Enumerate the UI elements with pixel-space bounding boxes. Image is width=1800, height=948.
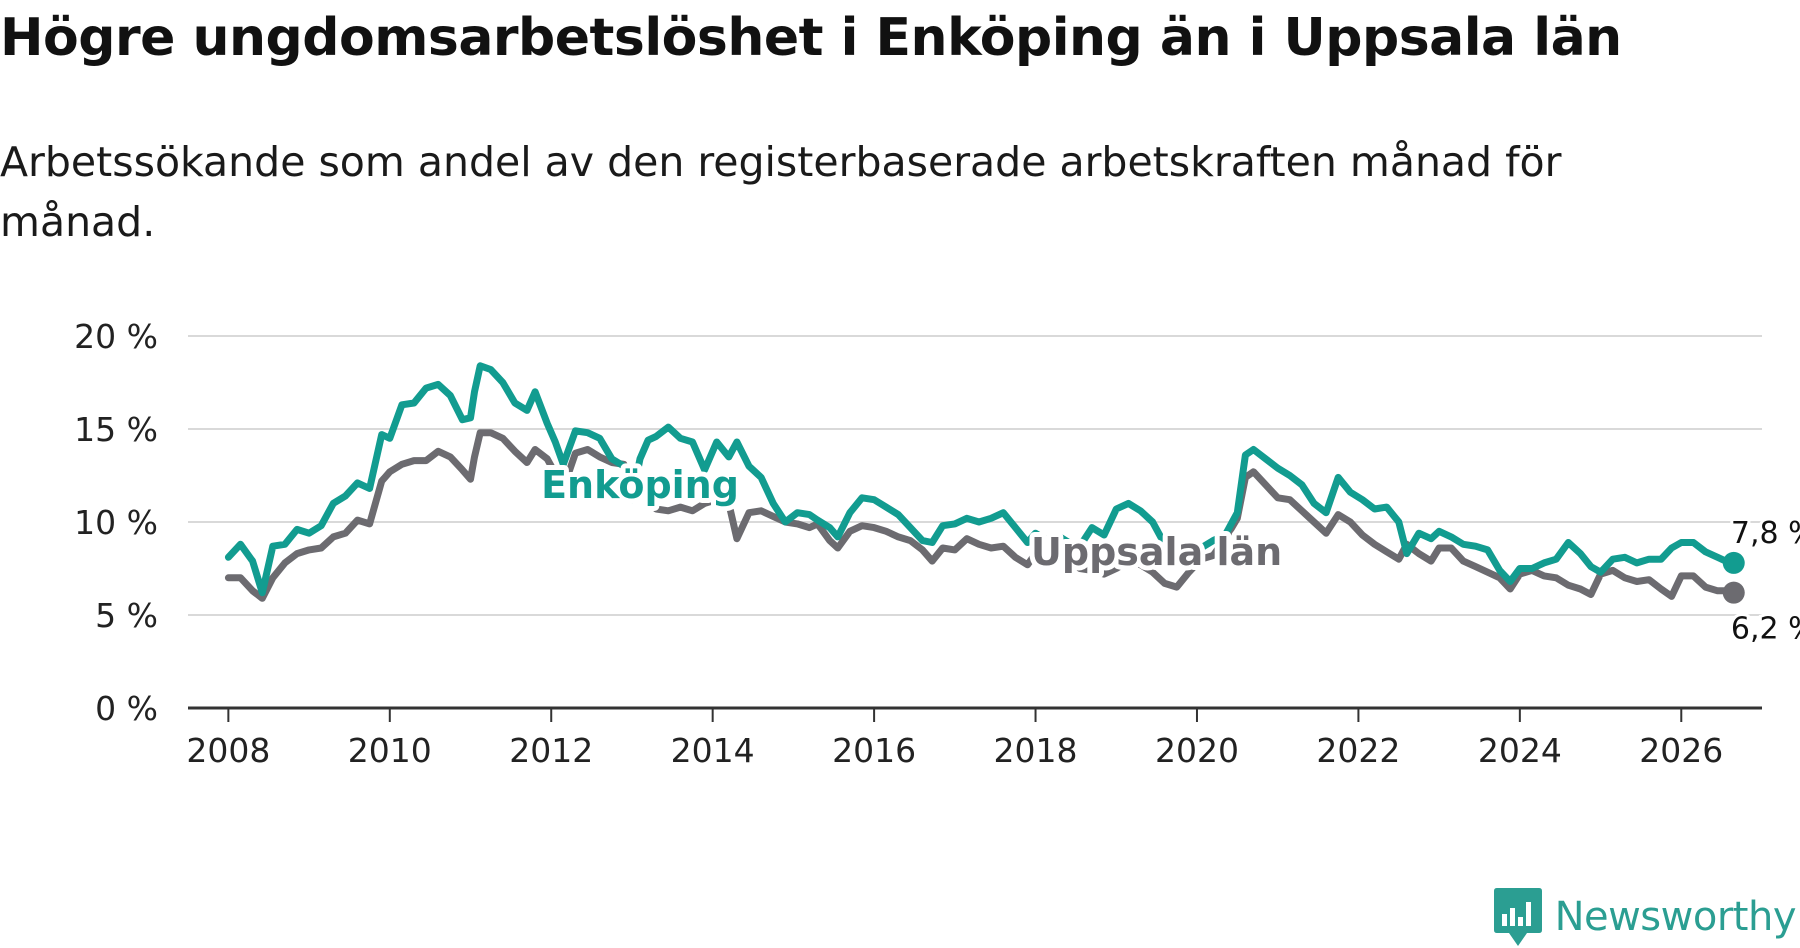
x-tick-label: 2016	[832, 731, 916, 770]
newsworthy-logo-icon	[1493, 888, 1542, 946]
x-tick-label: 2022	[1316, 731, 1400, 770]
x-tick-label: 2020	[1155, 731, 1239, 770]
series-line-uppsala-lan	[224, 429, 1738, 602]
end-value-label-enkoping: 7,8 %	[1731, 516, 1800, 551]
grid-lines	[188, 335, 1762, 616]
newsworthy-logo: Newsworthy	[1493, 886, 1797, 948]
series-labels: Uppsala län 6,2 % Enköping 7,8 %	[536, 458, 1800, 650]
x-tick-label: 2024	[1478, 731, 1562, 770]
end-value-label-uppsala-lan: 6,2 %	[1731, 612, 1800, 647]
y-tick-label: 5 %	[95, 596, 158, 635]
series-line-enkoping	[224, 362, 1738, 597]
y-tick-label: 0 %	[95, 689, 158, 728]
x-tick-label: 2012	[509, 731, 593, 770]
line-chart: 0 %5 %10 %15 %20 % 2008 2010 2012 2014 2016 2…	[74, 317, 1800, 770]
series-label-enkoping: Enköping	[541, 463, 739, 507]
y-tick-label: 20 %	[74, 317, 158, 356]
y-tick-label: 15 %	[74, 410, 158, 449]
series-end-marker-enkoping	[1722, 551, 1745, 574]
chart-title: Högre ungdomsarbetslöshet i Enköping än …	[0, 8, 1622, 68]
series-group	[224, 362, 1745, 604]
x-tick-label: 2026	[1639, 731, 1723, 770]
brand-name: Newsworthy	[1554, 894, 1797, 940]
x-tick-label: 2018	[994, 731, 1078, 770]
x-axis-ticks: 2008 2010 2012 2014 2016 2018 2020 2022 2024 2026	[186, 708, 1723, 770]
x-tick-label: 2014	[671, 731, 755, 770]
x-tick-label: 2008	[186, 731, 270, 770]
x-tick-label: 2010	[348, 731, 432, 770]
y-axis-ticks: 0 % 5 % 10 % 15 % 20 %	[74, 317, 158, 728]
series-end-marker-uppsala-lan	[1722, 581, 1745, 604]
series-label-uppsala-lan: Uppsala län	[1031, 530, 1282, 574]
y-tick-label: 10 %	[74, 503, 158, 542]
chart-subtitle: Arbetssökande som andel av den registerb…	[0, 138, 1562, 246]
